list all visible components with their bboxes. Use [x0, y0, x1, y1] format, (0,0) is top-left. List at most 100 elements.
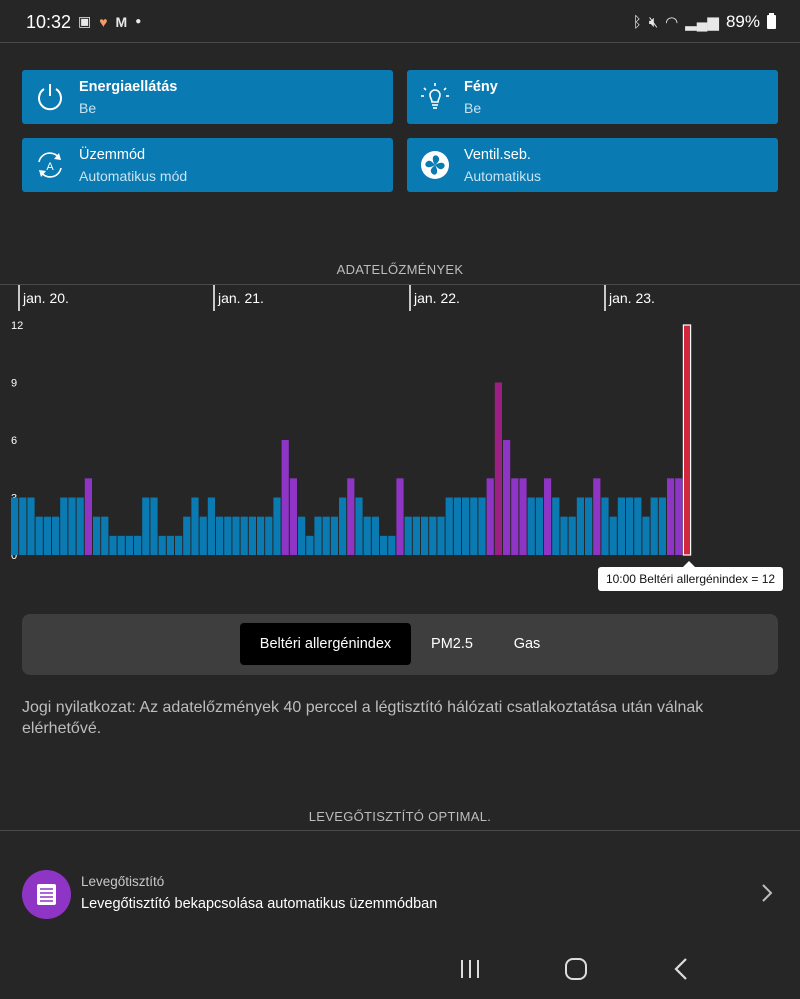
chart-bar: [60, 497, 68, 555]
chart-bar: [494, 382, 502, 555]
date-label: jan. 21.: [217, 290, 264, 306]
chart-bar: [404, 516, 412, 555]
card-light[interactable]: Fény Be: [407, 70, 778, 124]
date-label: jan. 20.: [22, 290, 69, 306]
list-item-title: Levegőtisztító: [81, 874, 165, 889]
y-tick-label: 9: [11, 378, 17, 390]
y-tick-label: 12: [11, 320, 23, 332]
tab-gas[interactable]: Gas: [513, 636, 541, 652]
chart-bar: [68, 497, 76, 555]
card-subtitle: Be: [464, 100, 482, 116]
chart-bar: [675, 478, 683, 555]
chart-bar: [437, 516, 445, 555]
back-icon[interactable]: [666, 954, 698, 984]
chart-bar: [134, 535, 142, 555]
chart-bar: [273, 497, 281, 555]
chart-bar: [84, 478, 92, 555]
tab-pm25[interactable]: PM2.5: [431, 636, 473, 652]
tab-indoor-allergen-index[interactable]: Beltéri allergénindex: [240, 623, 411, 665]
chart-bar: [371, 516, 379, 555]
divider: [0, 830, 800, 831]
chart-bar: [552, 497, 560, 555]
card-title: Energiaellátás: [79, 79, 178, 95]
card-power[interactable]: Energiaellátás Be: [22, 70, 393, 124]
chart-bar: [363, 516, 371, 555]
chart-bar: [560, 516, 568, 555]
mute-icon: 🔇︎: [648, 13, 659, 31]
date-label: jan. 22.: [413, 290, 460, 306]
card-title: Üzemmód: [79, 147, 146, 163]
chart-bar: [314, 516, 322, 555]
chart-bar: [298, 516, 306, 555]
recent-apps-icon[interactable]: [454, 954, 486, 984]
card-title: Ventil.seb.: [464, 147, 531, 163]
card-mode[interactable]: A Üzemmód Automatikus mód: [22, 138, 393, 192]
chart-bar: [27, 497, 35, 555]
chart-bar: [257, 516, 265, 555]
chart-bar: [380, 535, 388, 555]
chart-bar: [576, 497, 584, 555]
notification-icons: ▣ ♥ M ●: [78, 13, 141, 30]
chart-bar: [412, 516, 420, 555]
chart-bar: [281, 440, 289, 555]
chart-bar: [511, 478, 519, 555]
chart-tooltip: 10:00 Beltéri allergénindex = 12: [598, 561, 783, 591]
chart-bar: [76, 497, 84, 555]
chart-bar: [11, 497, 19, 555]
chart-bar: [207, 497, 215, 555]
divider: [0, 284, 800, 285]
metric-selector: Beltéri allergénindex PM2.5 Gas: [22, 614, 778, 675]
lightbulb-icon: [421, 83, 449, 109]
history-title: ADATELŐZMÉNYEK: [336, 262, 464, 277]
chart-bar: [339, 497, 347, 555]
chart-bar: [142, 497, 150, 555]
chart-bar: [224, 516, 232, 555]
chart-bar: [248, 516, 256, 555]
home-icon[interactable]: [560, 954, 592, 984]
chart-bar: [117, 535, 125, 555]
chart-bar: [109, 535, 117, 555]
chart-bar: [322, 516, 330, 555]
card-fan-speed[interactable]: Ventil.seb. Automatikus: [407, 138, 778, 192]
chart-bar: [52, 516, 60, 555]
chart-bar: [634, 497, 642, 555]
chevron-right-icon: [762, 884, 773, 902]
chart-bar: [544, 478, 552, 555]
chart-bar: [330, 516, 338, 555]
auto-mode-icon: A: [38, 152, 62, 178]
purifier-icon: [37, 884, 56, 905]
health-heart-icon: ♥: [99, 13, 108, 30]
date-label: jan. 23.: [608, 290, 655, 306]
gmail-icon: M: [115, 13, 128, 30]
navigation-bar: [0, 940, 800, 999]
chart-bar: [445, 497, 453, 555]
chart-bar: [183, 516, 191, 555]
power-icon: [38, 84, 62, 111]
chart-bar: [478, 497, 486, 555]
status-bar: 10:32 ▣ ♥ M ● ᛒ 🔇︎ ◠ ▂▄▆ 89%: [0, 0, 800, 43]
chart-bar: [527, 497, 535, 555]
chart-bar: [191, 497, 199, 555]
chart-bar: [43, 516, 51, 555]
chart-bar: [289, 478, 297, 555]
chart-bar: [535, 497, 543, 555]
purifier-list-item[interactable]: Levegőtisztító Levegőtisztító bekapcsolá…: [0, 850, 800, 938]
chart-bar: [609, 516, 617, 555]
list-item-subtitle: Levegőtisztító bekapcsolása automatikus …: [81, 896, 438, 912]
dot-icon: ●: [135, 16, 142, 27]
chart-bar: [470, 497, 478, 555]
card-title: Fény: [464, 79, 498, 95]
chart-bar: [388, 535, 396, 555]
y-tick-label: 6: [11, 435, 17, 447]
chart-bar: [593, 478, 601, 555]
chart-bar: [658, 497, 666, 555]
chart-bar: [642, 516, 650, 555]
system-icons: ᛒ 🔇︎ ◠ ▂▄▆ 89%: [633, 12, 776, 32]
history-chart[interactable]: jan. 20.jan. 21.jan. 22.jan. 23.129630: [0, 283, 800, 593]
chart-bar: [503, 440, 511, 555]
gallery-icon: ▣: [78, 13, 92, 29]
bluetooth-icon: ᛒ: [632, 13, 642, 31]
chart-bar: [125, 535, 133, 555]
optimal-title: LEVEGŐTISZTÍTÓ OPTIMAL.: [308, 809, 492, 824]
chart-bar: [486, 478, 494, 555]
